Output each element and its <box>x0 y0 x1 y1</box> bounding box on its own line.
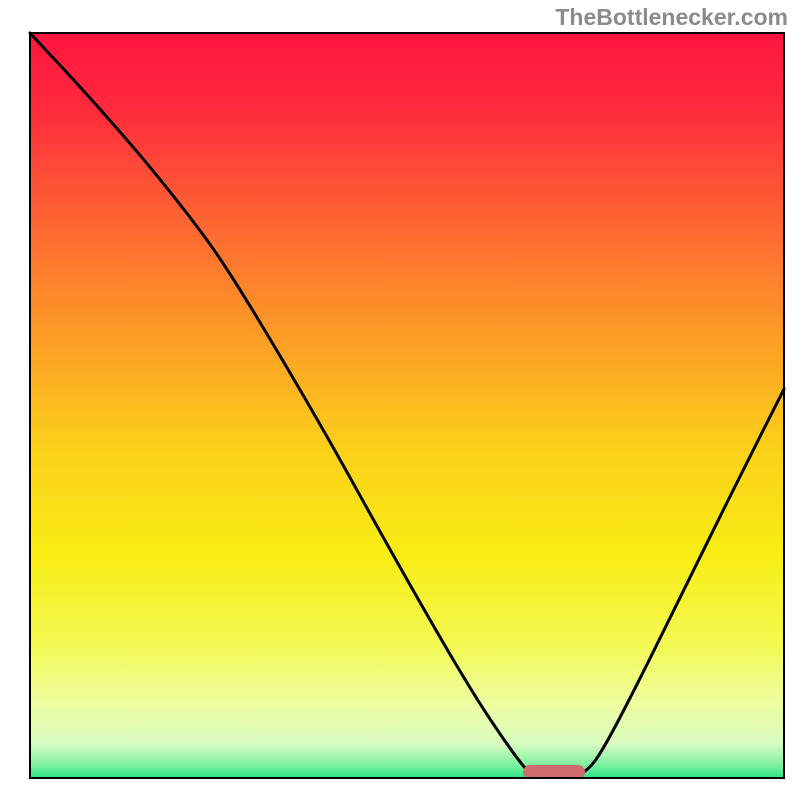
watermark-text: TheBottlenecker.com <box>555 4 788 31</box>
chart-svg <box>0 0 800 800</box>
optimum-marker <box>523 765 585 779</box>
chart-container: { "watermark": { "text": "TheBottlenecke… <box>0 0 800 800</box>
plot-background <box>30 33 784 778</box>
